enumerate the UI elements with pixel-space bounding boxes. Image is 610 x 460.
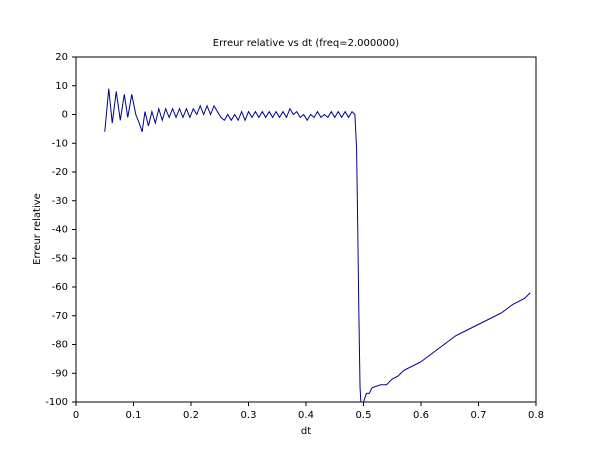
y-axis-label: Erreur relative: [32, 193, 43, 265]
y-tick-label: -70: [52, 311, 68, 322]
y-tick-label: -10: [52, 138, 68, 149]
y-tick-label: 0: [62, 110, 68, 121]
x-tick-label: 0.5: [356, 410, 372, 421]
plot-frame: [75, 56, 537, 403]
data-line: [104, 88, 531, 402]
x-tick-label: 0.2: [183, 410, 199, 421]
x-tick-label: 0.4: [298, 410, 314, 421]
x-tick-label: 0.6: [413, 410, 429, 421]
y-tick-label: 10: [55, 81, 68, 92]
x-tick-label: 0.3: [241, 410, 257, 421]
y-tick-label: -50: [52, 253, 68, 264]
y-tick-label: -30: [52, 196, 68, 207]
y-tick-label: -40: [52, 225, 68, 236]
y-tick-label: 20: [55, 52, 68, 63]
x-tick-label: 0.7: [471, 410, 487, 421]
y-tick-label: -60: [52, 282, 68, 293]
y-tick-label: -90: [52, 368, 68, 379]
y-tick-label: -20: [52, 167, 68, 178]
x-tick-label: 0: [73, 410, 79, 421]
y-tick-label: -100: [45, 397, 68, 408]
y-tick-label: -80: [52, 340, 68, 351]
x-axis-label: dt: [301, 426, 311, 437]
x-tick-label: 0.1: [126, 410, 142, 421]
x-tick-label: 0.8: [528, 410, 544, 421]
chart-title: Erreur relative vs dt (freq=2.000000): [213, 38, 399, 49]
